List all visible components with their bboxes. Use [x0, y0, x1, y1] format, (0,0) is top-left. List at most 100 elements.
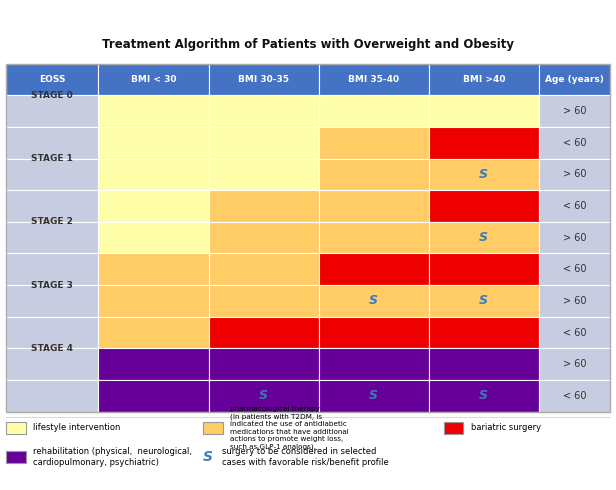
Bar	[429, 127, 539, 159]
Text: S: S	[479, 231, 488, 244]
Bar	[429, 317, 539, 348]
Bar	[318, 190, 429, 222]
Bar	[209, 96, 318, 127]
Text: rehabilitation (physical,  neurological,
cardiopulmonary, psychiatric): rehabilitation (physical, neurological, …	[33, 447, 192, 467]
Text: > 60: > 60	[562, 296, 586, 306]
Bar	[6, 159, 99, 190]
Bar	[444, 422, 463, 434]
Bar	[429, 159, 539, 190]
Text: < 60: < 60	[562, 327, 586, 338]
Bar	[539, 380, 610, 412]
Bar	[203, 422, 223, 434]
Bar	[209, 222, 318, 253]
Bar	[6, 317, 99, 348]
Bar	[99, 380, 209, 412]
Text: > 60: > 60	[562, 233, 586, 243]
Text: pharmacological therapy
(In patients with T2DM, is
indicated the use of antidiab: pharmacological therapy (In patients wit…	[230, 406, 349, 450]
Text: BMI >40: BMI >40	[463, 75, 505, 84]
Text: BMI < 30: BMI < 30	[131, 75, 176, 84]
Bar	[539, 317, 610, 348]
Bar	[539, 159, 610, 190]
Bar	[99, 222, 209, 253]
Bar	[429, 285, 539, 317]
Text: > 60: > 60	[562, 106, 586, 116]
Text: S: S	[369, 389, 378, 402]
Text: S: S	[369, 294, 378, 307]
Bar	[99, 64, 209, 96]
Bar	[209, 317, 318, 348]
Bar	[6, 190, 99, 222]
Bar	[318, 159, 429, 190]
Bar	[6, 253, 99, 285]
Text: S: S	[479, 168, 488, 181]
Bar	[539, 127, 610, 159]
Bar	[318, 222, 429, 253]
Bar	[6, 127, 99, 159]
Bar	[429, 380, 539, 412]
Bar	[99, 159, 209, 190]
Bar	[6, 422, 26, 434]
Bar	[6, 222, 99, 253]
Text: < 60: < 60	[562, 201, 586, 211]
Bar	[209, 285, 318, 317]
Text: BMI 30-35: BMI 30-35	[238, 75, 289, 84]
Bar	[429, 348, 539, 380]
Bar	[6, 285, 99, 317]
Bar	[539, 222, 610, 253]
Text: S: S	[203, 450, 213, 464]
Bar	[209, 253, 318, 285]
Text: S: S	[479, 294, 488, 307]
Bar	[318, 285, 429, 317]
Bar	[6, 96, 99, 127]
Bar	[539, 96, 610, 127]
Bar	[6, 348, 99, 380]
Bar	[318, 380, 429, 412]
Text: < 60: < 60	[562, 391, 586, 401]
Text: STAGE 1: STAGE 1	[31, 154, 73, 163]
Bar	[209, 159, 318, 190]
Bar	[6, 64, 99, 96]
Text: EOSS: EOSS	[39, 75, 65, 84]
Bar	[6, 451, 26, 463]
Text: bariatric surgery: bariatric surgery	[471, 423, 541, 432]
Bar	[318, 96, 429, 127]
Text: lifestyle intervention: lifestyle intervention	[33, 423, 121, 432]
Bar	[429, 253, 539, 285]
Bar	[99, 190, 209, 222]
Bar	[6, 64, 610, 412]
Bar	[99, 96, 209, 127]
Bar	[99, 317, 209, 348]
Text: > 60: > 60	[562, 170, 586, 179]
Text: Age (years): Age (years)	[545, 75, 604, 84]
Text: STAGE 4: STAGE 4	[31, 344, 73, 353]
Bar	[6, 380, 99, 412]
Bar	[539, 64, 610, 96]
Bar	[209, 190, 318, 222]
Bar	[99, 285, 209, 317]
Bar	[318, 253, 429, 285]
Text: < 60: < 60	[562, 264, 586, 274]
Bar	[209, 64, 318, 96]
Text: STAGE 0: STAGE 0	[31, 91, 73, 100]
Bar	[539, 253, 610, 285]
Bar	[99, 348, 209, 380]
Text: STAGE 3: STAGE 3	[31, 281, 73, 290]
Text: S: S	[479, 389, 488, 402]
Bar	[318, 64, 429, 96]
Bar	[539, 348, 610, 380]
Bar	[429, 96, 539, 127]
Text: Treatment Algorithm of Patients with Overweight and Obesity: Treatment Algorithm of Patients with Ove…	[102, 38, 514, 50]
Bar	[209, 380, 318, 412]
Text: > 60: > 60	[562, 359, 586, 369]
Text: STAGE 2: STAGE 2	[31, 218, 73, 226]
Bar	[429, 222, 539, 253]
Bar	[318, 127, 429, 159]
Text: BMI 35-40: BMI 35-40	[348, 75, 399, 84]
Bar	[429, 64, 539, 96]
Text: surgery to be considered in selected
cases with favorable risk/benefit profile: surgery to be considered in selected cas…	[222, 447, 389, 467]
Bar	[99, 127, 209, 159]
Text: S: S	[259, 389, 268, 402]
Bar	[318, 317, 429, 348]
Bar	[539, 190, 610, 222]
Bar	[99, 253, 209, 285]
